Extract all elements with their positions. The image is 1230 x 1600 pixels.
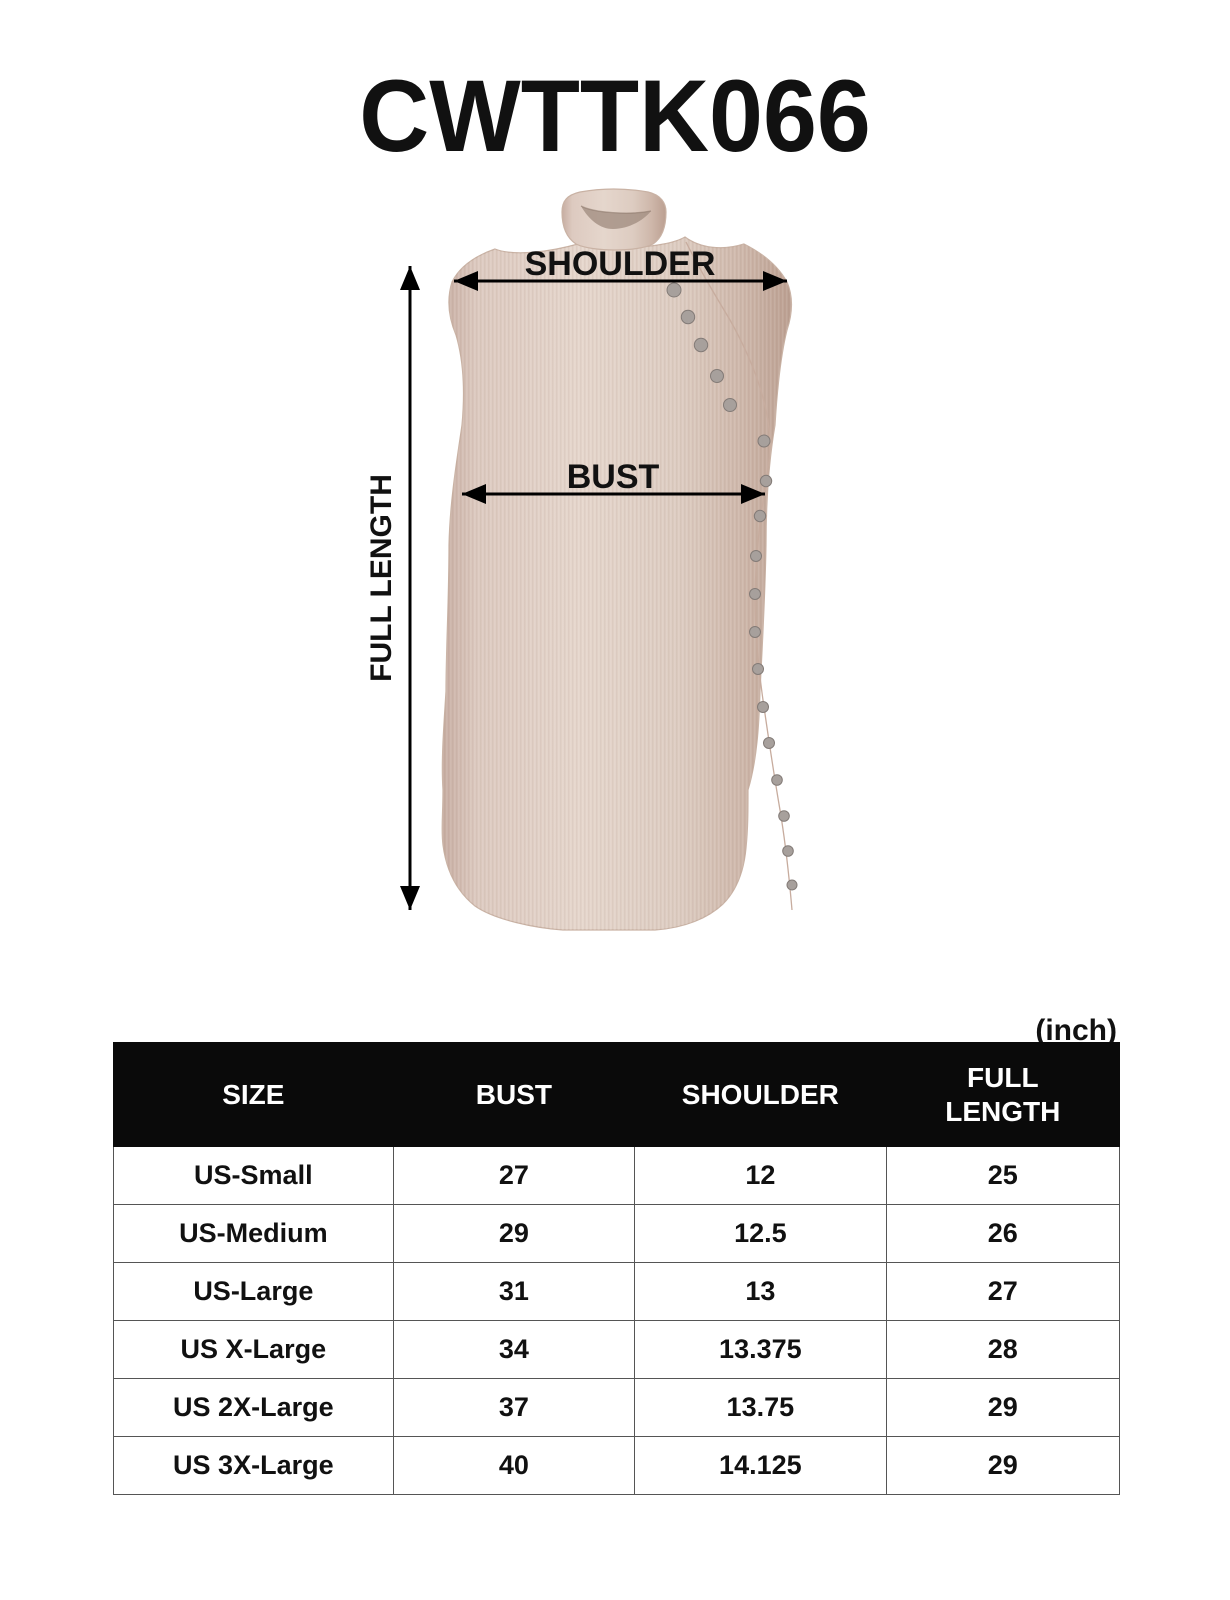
svg-text:BUST: BUST: [567, 458, 660, 496]
svg-text:FULL LENGTH: FULL LENGTH: [365, 474, 398, 682]
svg-text:SHOULDER: SHOULDER: [525, 245, 716, 283]
